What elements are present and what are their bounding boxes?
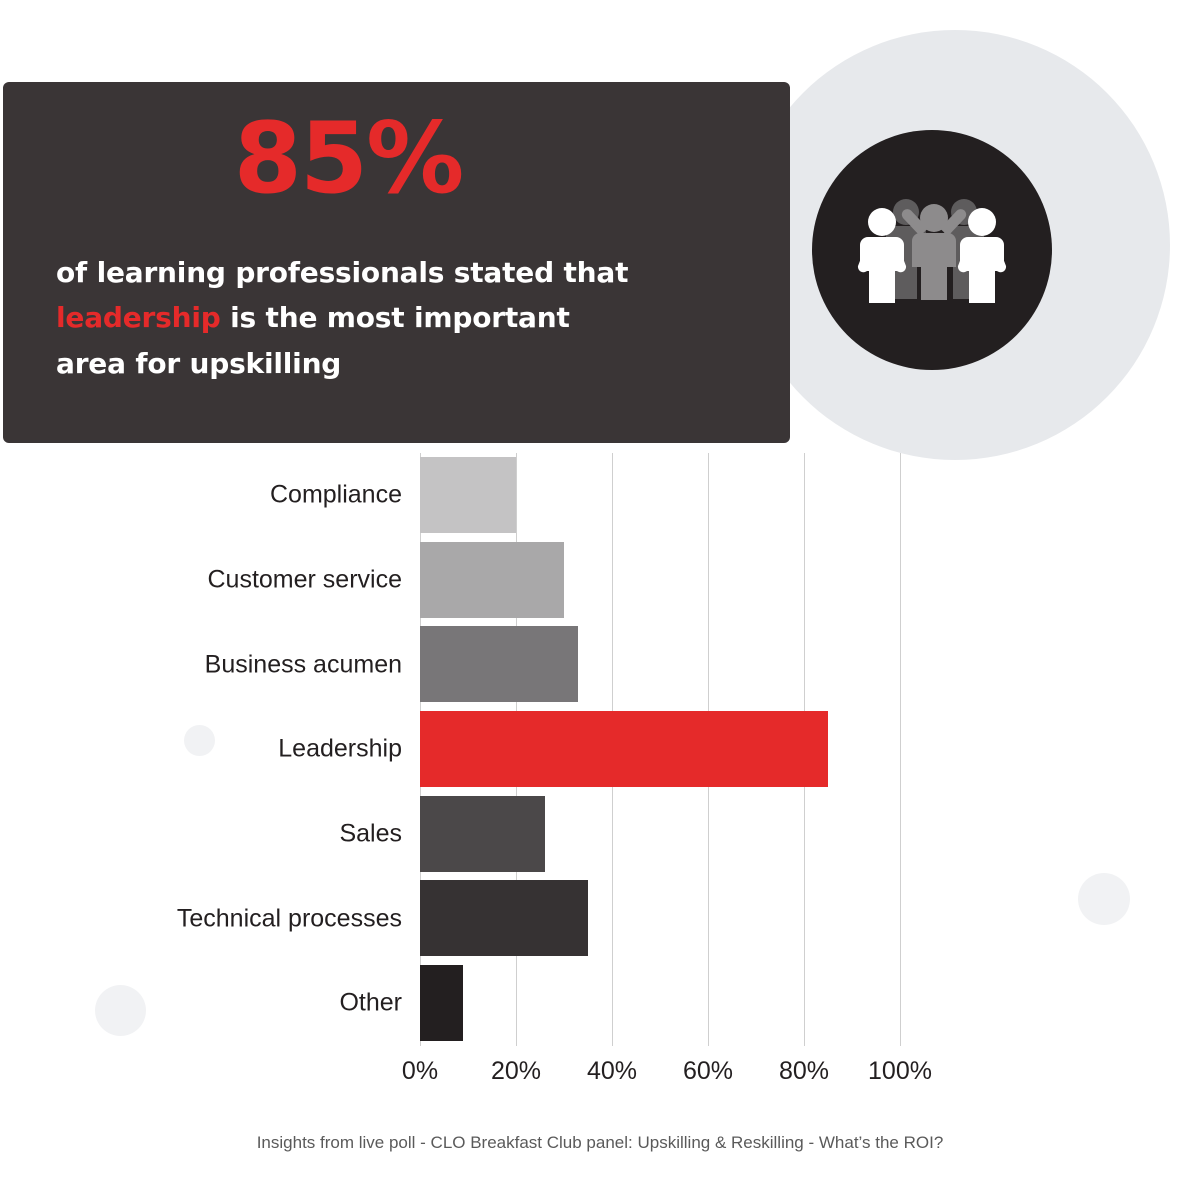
- people-group-icon: [857, 199, 1007, 303]
- bar-row[interactable]: Technical processes: [177, 876, 1120, 961]
- bar-row[interactable]: Customer service: [208, 538, 1120, 623]
- x-axis-tick-label: 60%: [682, 1057, 734, 1085]
- bar-category-label: Technical processes: [176, 904, 402, 933]
- bar-row[interactable]: Sales: [339, 792, 1120, 877]
- x-axis-labels: 0% 20% 40% 60% 80% 100%: [402, 1057, 1120, 1097]
- stat-number: 85%: [233, 102, 465, 216]
- bar-row[interactable]: Leadership: [278, 707, 1120, 792]
- bar[interactable]: [420, 457, 516, 533]
- bar-category-label: Sales: [339, 819, 402, 848]
- decorative-circle: [1078, 873, 1130, 925]
- bar-row[interactable]: Compliance: [270, 453, 1120, 538]
- bar-category-label: Customer service: [207, 565, 403, 594]
- bar-category-label: Other: [339, 988, 402, 1017]
- x-axis-tick-label: 0%: [401, 1057, 439, 1085]
- bar-category-label: Compliance: [269, 480, 402, 509]
- bar[interactable]: [420, 880, 588, 957]
- decorative-circle: [184, 725, 215, 756]
- headline-text: of learning professionals stated that le…: [56, 250, 696, 386]
- header-panel: 85% of learning professionals stated tha…: [3, 82, 790, 443]
- x-axis-tick-label: 100%: [868, 1057, 932, 1085]
- decorative-circle: [95, 985, 146, 1036]
- bar-row[interactable]: Other: [339, 961, 1120, 1046]
- bar[interactable]: [420, 626, 579, 703]
- headline-accent-word: leadership: [56, 301, 221, 335]
- badge-circle-group: [740, 30, 1170, 460]
- bar[interactable]: [420, 795, 545, 872]
- bar[interactable]: [420, 711, 828, 788]
- bar-chart: Compliance Customer service Business acume…: [0, 445, 1200, 1200]
- bar-category-label: Leadership: [278, 734, 402, 763]
- x-axis-tick-label: 20%: [490, 1057, 542, 1085]
- bar[interactable]: [420, 965, 464, 1042]
- bars-layer: Compliance Customer service Business acume…: [177, 453, 1120, 1046]
- bar-row[interactable]: Business acumen: [205, 622, 1120, 707]
- footer-note: Insights from live poll - CLO Breakfast …: [256, 1133, 944, 1152]
- headline-line-3: area for upskilling: [56, 346, 342, 380]
- headline-line-1: of learning professionals stated that: [56, 256, 629, 289]
- gridline: [900, 453, 901, 1046]
- x-axis-tick-label: 40%: [586, 1057, 638, 1085]
- headline-line-2-rest: is the most important: [220, 301, 570, 335]
- bar[interactable]: [420, 541, 564, 618]
- bar-category-label: Business acumen: [204, 650, 402, 679]
- x-axis-tick-label: 80%: [778, 1057, 830, 1085]
